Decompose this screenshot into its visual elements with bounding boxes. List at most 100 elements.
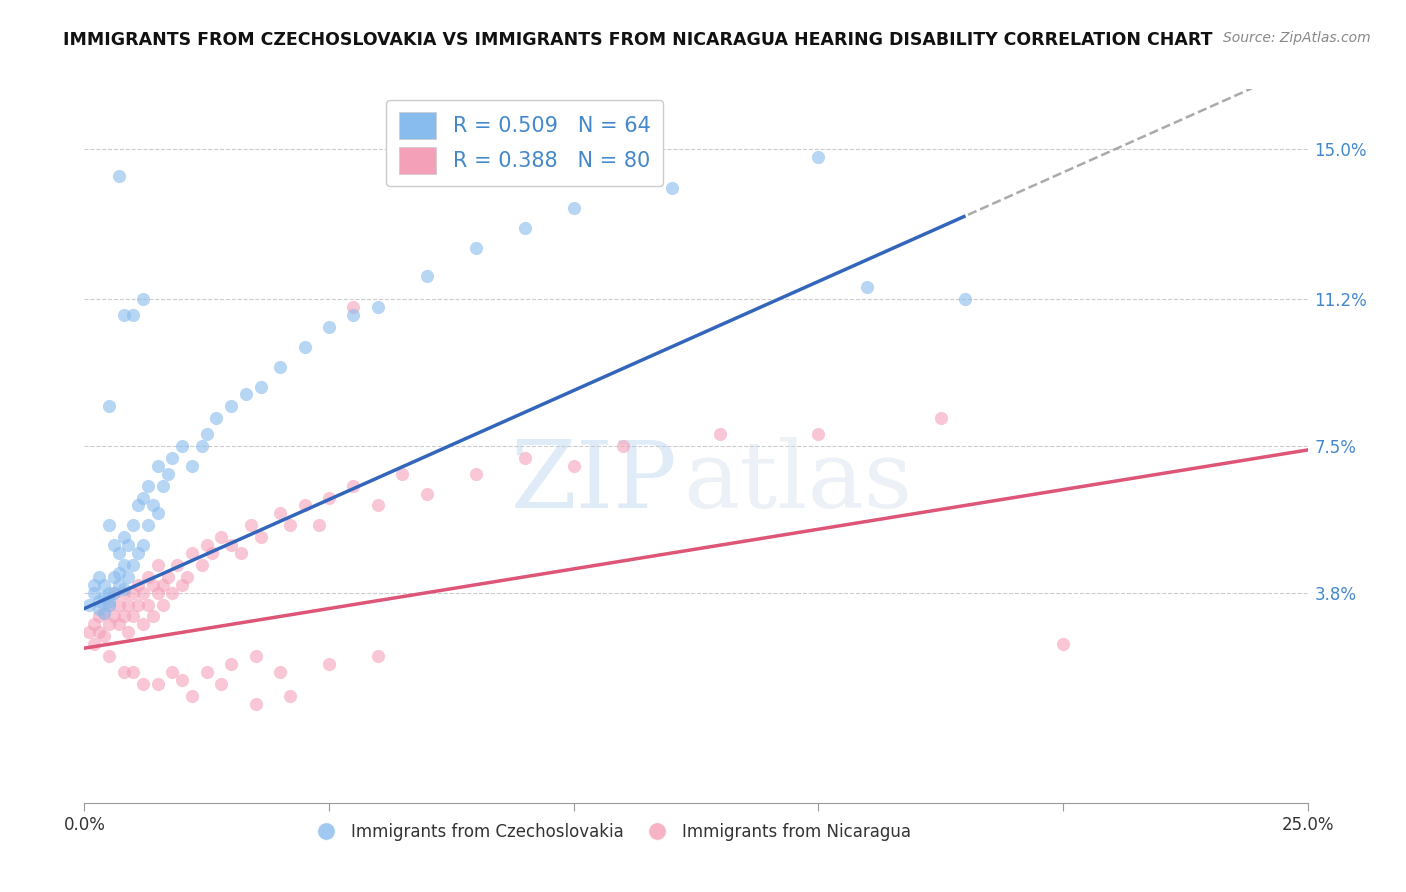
Point (107, 598, 129, 612)
Point (117, 625, 139, 640)
Point (142, 609, 165, 624)
Point (122, 558, 145, 572)
Point (219, 400, 242, 414)
Point (209, 677, 232, 691)
Point (294, 340, 316, 354)
Point (107, 546, 129, 560)
Point (191, 439, 214, 453)
Point (249, 530, 271, 544)
Point (562, 458, 585, 473)
Point (132, 677, 155, 691)
Point (181, 458, 204, 473)
Point (112, 585, 135, 599)
Point (709, 427, 731, 442)
Point (132, 617, 155, 632)
Point (229, 546, 252, 560)
Point (278, 518, 301, 533)
Point (219, 657, 242, 671)
Point (93, 606, 115, 620)
Point (245, 697, 267, 711)
Point (142, 578, 165, 592)
Point (929, 411, 952, 425)
Point (97, 649, 120, 664)
Point (117, 570, 139, 584)
Point (146, 558, 169, 572)
Point (152, 578, 174, 592)
Point (953, 293, 976, 307)
Point (93, 606, 115, 620)
Point (367, 499, 389, 513)
Point (807, 427, 830, 442)
Point (97, 598, 120, 612)
Point (200, 546, 222, 560)
Point (181, 546, 204, 560)
Point (136, 478, 159, 492)
Point (87, 593, 110, 607)
Point (308, 518, 330, 533)
Point (127, 546, 149, 560)
Point (83, 578, 105, 592)
Point (146, 585, 169, 599)
Point (172, 578, 194, 592)
Point (342, 478, 364, 492)
Point (117, 598, 139, 612)
Point (146, 677, 169, 691)
Point (807, 150, 830, 164)
Point (416, 486, 439, 500)
Point (97, 617, 120, 632)
Point (367, 300, 389, 314)
Point (132, 585, 155, 599)
Point (127, 598, 149, 612)
Point (278, 689, 301, 703)
Point (77, 598, 100, 612)
Point (152, 478, 174, 492)
Point (195, 427, 218, 442)
Point (83, 637, 105, 651)
Point (464, 467, 486, 481)
Point (219, 538, 242, 552)
Point (181, 689, 204, 703)
Point (97, 400, 120, 414)
Point (93, 629, 115, 643)
Point (87, 625, 110, 640)
Point (107, 578, 129, 592)
Point (152, 598, 174, 612)
Point (87, 601, 110, 615)
Point (367, 649, 389, 664)
Point (112, 530, 135, 544)
Point (156, 570, 179, 584)
Point (112, 308, 135, 322)
Point (269, 359, 291, 374)
Point (93, 578, 115, 592)
Point (416, 268, 439, 283)
Point (176, 570, 198, 584)
Point (342, 308, 364, 322)
Point (103, 538, 125, 552)
Point (146, 458, 169, 473)
Point (112, 558, 135, 572)
Text: Source: ZipAtlas.com: Source: ZipAtlas.com (1223, 31, 1371, 45)
Point (127, 578, 149, 592)
Point (136, 570, 159, 584)
Point (661, 181, 683, 195)
Point (562, 201, 585, 215)
Point (87, 609, 110, 624)
Point (122, 518, 145, 533)
Point (103, 609, 125, 624)
Point (132, 491, 155, 505)
Point (856, 280, 879, 294)
Point (294, 499, 316, 513)
Point (146, 507, 169, 521)
Point (162, 585, 184, 599)
Point (239, 518, 262, 533)
Point (97, 585, 120, 599)
Point (269, 507, 291, 521)
Legend: Immigrants from Czechoslovakia, Immigrants from Nicaragua: Immigrants from Czechoslovakia, Immigran… (302, 817, 918, 848)
Point (117, 538, 139, 552)
Point (1052, 637, 1074, 651)
Point (107, 566, 129, 580)
Point (172, 673, 194, 687)
Point (132, 293, 155, 307)
Point (191, 558, 214, 572)
Point (122, 609, 145, 624)
